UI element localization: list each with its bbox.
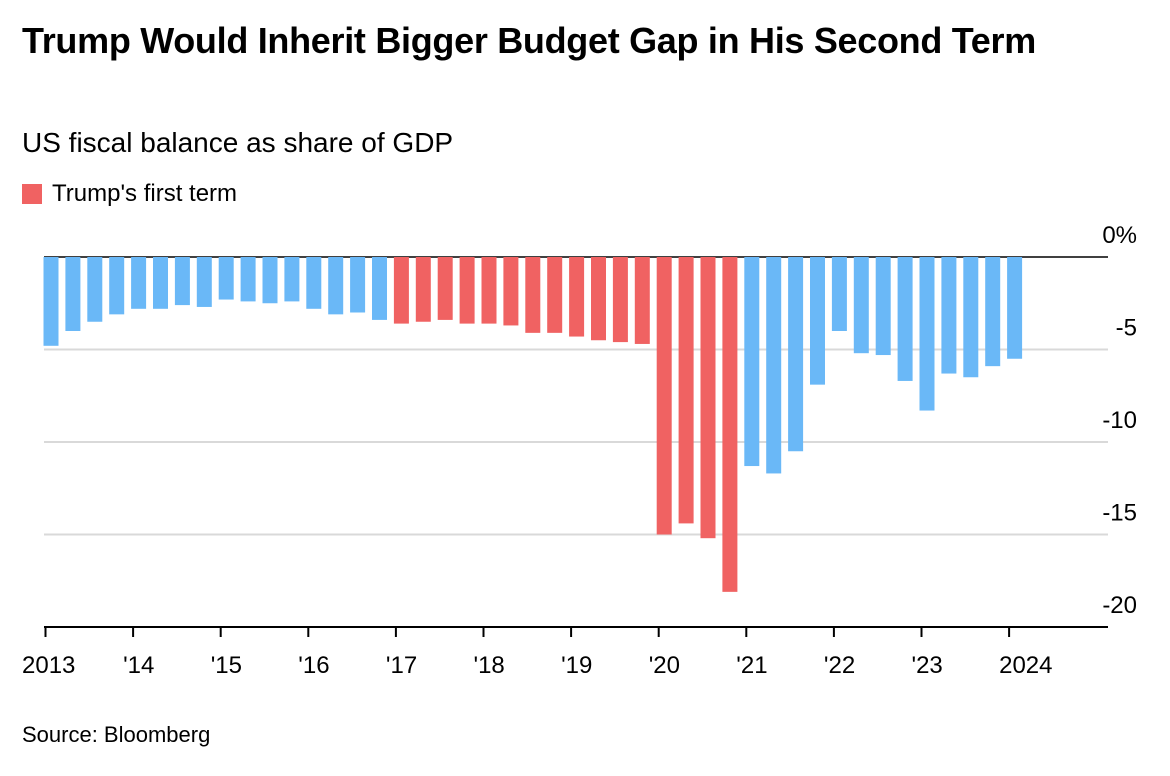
bar xyxy=(985,257,1001,367)
x-tick-label: '23 xyxy=(912,652,943,679)
bar xyxy=(853,257,869,354)
bar xyxy=(109,257,125,315)
x-tick-label: '18 xyxy=(474,652,505,679)
x-tick-label: '22 xyxy=(824,652,855,679)
y-tick-label: -10 xyxy=(1102,407,1137,434)
x-tick-label: '15 xyxy=(211,652,242,679)
bar xyxy=(722,257,738,592)
bar xyxy=(897,257,913,381)
x-tick-label: '21 xyxy=(736,652,767,679)
chart-legend: Trump's first term xyxy=(22,180,237,208)
bar xyxy=(525,257,541,333)
bar xyxy=(350,257,366,313)
bar xyxy=(788,257,804,452)
x-tick-label: '14 xyxy=(123,652,154,679)
bar xyxy=(196,257,212,307)
bar xyxy=(810,257,825,385)
bar xyxy=(459,257,475,324)
bar xyxy=(437,257,453,320)
source-note: Source: Bloomberg xyxy=(22,722,211,747)
bar xyxy=(65,257,81,331)
bar xyxy=(766,257,782,474)
bar xyxy=(174,257,190,306)
bar xyxy=(612,257,628,343)
bar xyxy=(919,257,935,411)
bar xyxy=(43,257,59,346)
x-tick-label: 2024 xyxy=(999,652,1052,679)
bar xyxy=(131,257,147,309)
bar xyxy=(941,257,957,374)
y-tick-label: -5 xyxy=(1116,315,1137,342)
bar xyxy=(284,257,300,302)
bar xyxy=(503,257,519,326)
bar xyxy=(678,257,694,524)
x-tick-label: '16 xyxy=(298,652,329,679)
x-tick-label: 2013 xyxy=(22,652,75,679)
bar xyxy=(393,257,409,324)
legend-label: Trump's first term xyxy=(52,180,238,207)
bar xyxy=(218,257,234,300)
bar xyxy=(700,257,716,539)
y-tick-label: -15 xyxy=(1102,500,1137,527)
chart-title: Trump Would Inherit Bigger Budget Gap in… xyxy=(22,20,1036,61)
bar xyxy=(372,257,387,320)
chart-subtitle: US fiscal balance as share of GDP xyxy=(22,127,454,158)
bar xyxy=(569,257,585,337)
x-tick-label: '19 xyxy=(561,652,592,679)
bar xyxy=(153,257,168,309)
bar xyxy=(591,257,606,341)
bar xyxy=(481,257,497,324)
bar xyxy=(744,257,760,467)
bar xyxy=(306,257,322,309)
bar xyxy=(963,257,979,378)
x-tick-label: '20 xyxy=(649,652,680,679)
bar xyxy=(87,257,103,322)
bar xyxy=(415,257,431,322)
bar xyxy=(1007,257,1023,359)
x-tick-label: '17 xyxy=(386,652,417,679)
legend-swatch xyxy=(22,184,42,204)
bar xyxy=(547,257,563,333)
y-tick-label: 0% xyxy=(1102,222,1137,249)
bar xyxy=(831,257,847,331)
bar xyxy=(328,257,344,315)
bar xyxy=(240,257,256,302)
y-tick-label: -20 xyxy=(1102,592,1137,619)
bar xyxy=(634,257,650,344)
bar xyxy=(262,257,278,304)
bar xyxy=(656,257,672,535)
bar xyxy=(875,257,891,356)
